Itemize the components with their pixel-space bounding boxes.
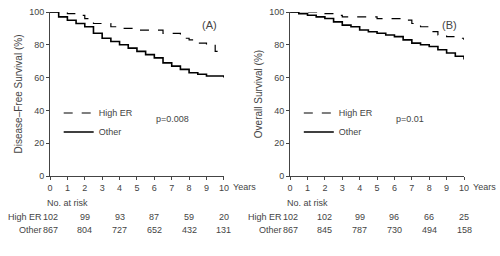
svg-text:158: 158	[457, 225, 472, 235]
svg-text:804: 804	[77, 225, 92, 235]
svg-text:0: 0	[279, 171, 284, 181]
svg-text:High ER: High ER	[99, 108, 133, 118]
svg-text:730: 730	[387, 225, 402, 235]
svg-text:Overall Survival (%): Overall Survival (%)	[253, 50, 264, 138]
svg-text:1: 1	[305, 183, 310, 193]
svg-text:10: 10	[459, 183, 469, 193]
svg-text:2: 2	[82, 183, 87, 193]
svg-text:6: 6	[392, 183, 397, 193]
svg-text:4: 4	[117, 183, 122, 193]
svg-text:7: 7	[409, 183, 414, 193]
svg-text:6: 6	[152, 183, 157, 193]
svg-text:9: 9	[444, 183, 449, 193]
svg-text:Other: Other	[99, 127, 122, 137]
svg-text:131: 131	[216, 225, 231, 235]
svg-text:High ER: High ER	[248, 212, 282, 222]
svg-text:No. at risk: No. at risk	[47, 198, 88, 208]
svg-text:10: 10	[219, 183, 229, 193]
svg-text:3: 3	[340, 183, 345, 193]
svg-text:0: 0	[288, 183, 293, 193]
svg-text:87: 87	[149, 212, 159, 222]
svg-text:9: 9	[204, 183, 209, 193]
svg-text:20: 20	[274, 138, 284, 148]
svg-text:(B): (B)	[442, 19, 457, 31]
svg-text:Years: Years	[473, 182, 496, 192]
svg-text:1: 1	[65, 183, 70, 193]
svg-text:5: 5	[375, 183, 380, 193]
svg-text:99: 99	[80, 212, 90, 222]
svg-text:Years: Years	[233, 182, 256, 192]
svg-text:5: 5	[134, 183, 139, 193]
svg-text:3: 3	[100, 183, 105, 193]
svg-text:High ER: High ER	[8, 212, 42, 222]
svg-text:40: 40	[34, 106, 44, 116]
svg-text:867: 867	[43, 225, 58, 235]
svg-text:96: 96	[389, 212, 399, 222]
svg-text:40: 40	[274, 106, 284, 116]
svg-text:100: 100	[269, 7, 284, 17]
svg-text:0: 0	[47, 183, 52, 193]
svg-text:845: 845	[317, 225, 332, 235]
svg-text:p=0.01: p=0.01	[396, 114, 424, 124]
svg-text:100: 100	[29, 7, 44, 17]
svg-text:727: 727	[112, 225, 127, 235]
svg-text:Other: Other	[339, 127, 362, 137]
svg-text:High ER: High ER	[339, 108, 373, 118]
svg-text:66: 66	[424, 212, 434, 222]
svg-text:Other: Other	[259, 225, 282, 235]
svg-text:7: 7	[169, 183, 174, 193]
svg-text:80: 80	[34, 40, 44, 50]
svg-text:102: 102	[283, 212, 298, 222]
svg-text:4: 4	[357, 183, 362, 193]
svg-text:60: 60	[274, 73, 284, 83]
svg-text:80: 80	[274, 40, 284, 50]
svg-text:8: 8	[427, 183, 432, 193]
svg-text:99: 99	[355, 212, 365, 222]
svg-text:432: 432	[182, 225, 197, 235]
svg-text:0: 0	[39, 171, 44, 181]
svg-text:p=0.008: p=0.008	[156, 114, 189, 124]
svg-text:Other: Other	[19, 225, 42, 235]
svg-text:93: 93	[115, 212, 125, 222]
svg-text:2: 2	[322, 183, 327, 193]
svg-text:59: 59	[184, 212, 194, 222]
svg-text:102: 102	[43, 212, 58, 222]
svg-text:102: 102	[317, 212, 332, 222]
svg-text:No. at risk: No. at risk	[287, 198, 328, 208]
svg-text:20: 20	[34, 138, 44, 148]
svg-text:(A): (A)	[202, 19, 217, 31]
svg-text:Disease–Free Survival (%): Disease–Free Survival (%)	[13, 35, 24, 154]
svg-text:25: 25	[459, 212, 469, 222]
svg-text:20: 20	[219, 212, 229, 222]
svg-text:60: 60	[34, 73, 44, 83]
svg-text:867: 867	[283, 225, 298, 235]
svg-text:652: 652	[147, 225, 162, 235]
svg-text:494: 494	[422, 225, 437, 235]
svg-text:8: 8	[187, 183, 192, 193]
svg-text:787: 787	[352, 225, 367, 235]
